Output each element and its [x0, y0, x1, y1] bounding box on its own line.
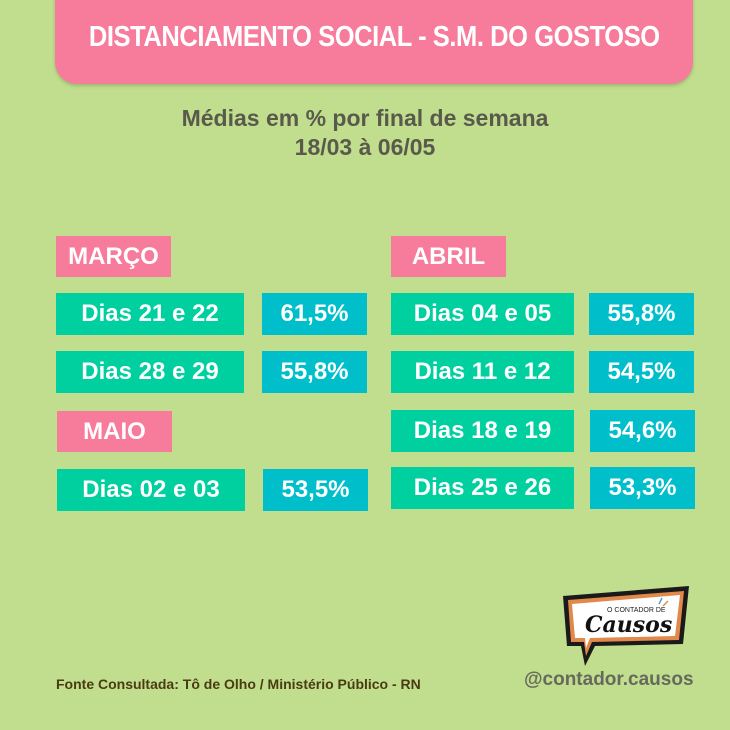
percent-value: 55,8%: [280, 358, 349, 385]
day-range-box: Dias 04 e 05: [391, 293, 574, 335]
percent-value: 54,5%: [607, 358, 676, 385]
percent-box: 61,5%: [262, 293, 367, 335]
percent-value: 55,8%: [607, 300, 676, 327]
day-range-text: Dias 28 e 29: [81, 358, 219, 385]
percent-value: 53,5%: [281, 476, 350, 503]
month-label-text: MARÇO: [68, 242, 159, 270]
percent-value: 61,5%: [280, 300, 349, 327]
percent-box: 54,6%: [590, 410, 695, 452]
contador-causos-logo: O CONTADOR DE Causos: [555, 582, 697, 668]
day-range-text: Dias 02 e 03: [82, 476, 220, 503]
logo-line1: O CONTADOR DE: [607, 607, 666, 614]
month-label-text: ABRIL: [411, 242, 486, 270]
day-range-box: Dias 21 e 22: [56, 293, 244, 335]
month-label-maio: MAIO: [57, 411, 172, 452]
speech-bubble-icon: O CONTADOR DE Causos: [563, 586, 689, 666]
subtitle: Médias em % por final de semana 18/03 à …: [0, 104, 730, 162]
social-handle: @contador.causos: [524, 669, 694, 690]
month-label-abril: ABRIL: [391, 236, 506, 277]
source-credit: Fonte Consultada: Tô de Olho / Ministéri…: [56, 676, 421, 692]
day-range-box: Dias 25 e 26: [391, 467, 574, 509]
percent-box: 54,5%: [589, 351, 694, 393]
percent-value: 54,6%: [608, 417, 677, 444]
percent-box: 55,8%: [589, 293, 694, 335]
day-range-box: Dias 18 e 19: [391, 410, 574, 452]
percent-box: 55,8%: [262, 351, 367, 393]
percent-value: 53,3%: [608, 474, 677, 501]
subtitle-line2: 18/03 à 06/05: [294, 134, 436, 160]
month-label-marco: MARÇO: [56, 236, 171, 277]
month-label-text: MAIO: [83, 417, 146, 445]
day-range-text: Dias 18 e 19: [413, 417, 552, 444]
logo-line2: Causos: [585, 612, 672, 638]
percent-box: 53,3%: [590, 467, 695, 509]
day-range-text: Dias 25 e 26: [413, 474, 552, 501]
subtitle-line1: Médias em % por final de semana: [181, 105, 549, 131]
day-range-text: Dias 04 e 05: [413, 300, 552, 327]
day-range-box: Dias 11 e 12: [391, 351, 574, 393]
percent-box: 53,5%: [263, 469, 368, 511]
day-range-box: Dias 02 e 03: [57, 469, 245, 511]
page-title: DISTANCIAMENTO SOCIAL - S.M. DO GOSTOSO: [88, 21, 660, 53]
title-banner: DISTANCIAMENTO SOCIAL - S.M. DO GOSTOSO: [55, 0, 693, 84]
day-range-box: Dias 28 e 29: [56, 351, 244, 393]
day-range-text: Dias 21 e 22: [81, 300, 219, 327]
day-range-text: Dias 11 e 12: [414, 358, 551, 385]
